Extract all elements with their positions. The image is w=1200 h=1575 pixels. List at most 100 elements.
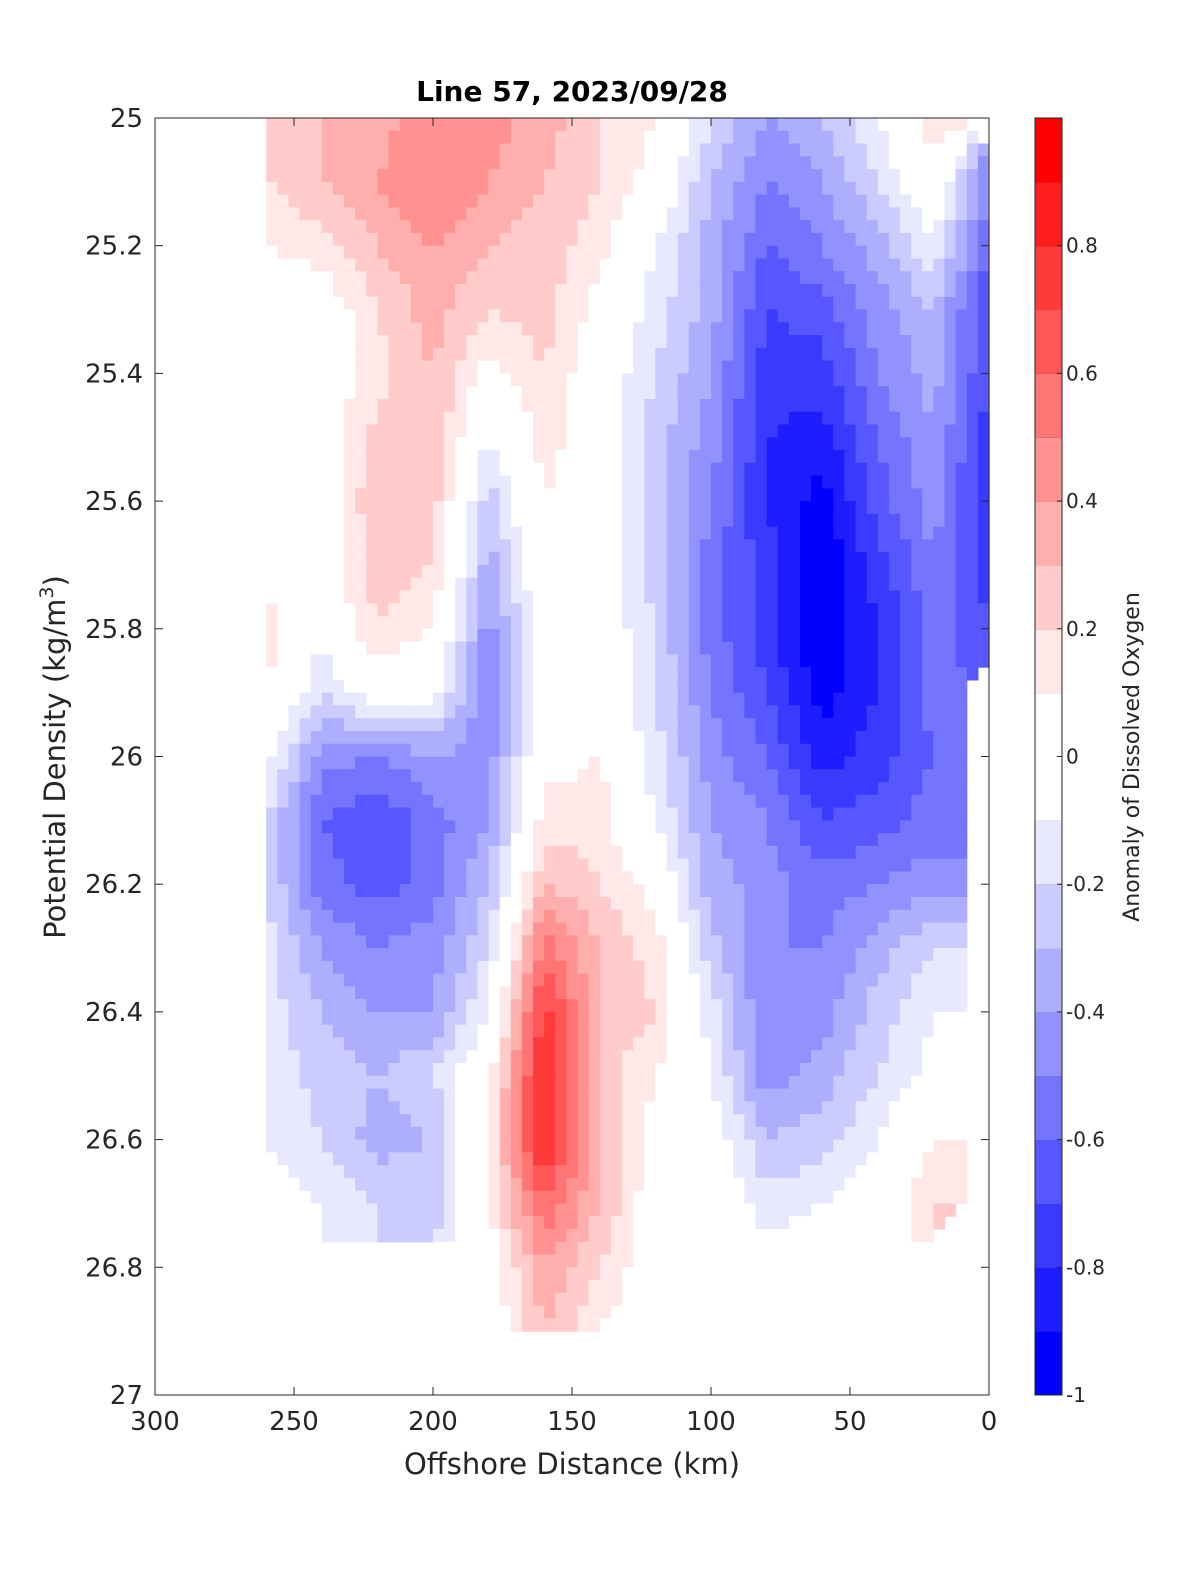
heatmap-cell [410,488,423,502]
heatmap-cell [433,322,445,336]
heatmap-cell [866,1062,879,1077]
heatmap-cell [377,667,390,681]
heatmap-cell [977,616,990,630]
heatmap-cell [711,309,723,323]
heatmap-cell [466,960,479,975]
heatmap-cell [822,730,834,745]
heatmap-cell [299,373,312,387]
heatmap-cell [533,794,545,809]
heatmap-cell [588,552,601,566]
heatmap-cell [966,156,979,170]
heatmap-cell [777,347,790,362]
heatmap-cell [644,322,656,336]
heatmap-cell [744,999,757,1013]
heatmap-cell [299,335,312,349]
heatmap-cell [588,1011,601,1026]
heatmap-cell [866,590,879,604]
heatmap-cell [599,667,612,681]
heatmap-cell [866,794,879,809]
heatmap-cell [755,794,768,809]
heatmap-cell [321,245,334,260]
heatmap-cell [377,386,390,400]
heatmap-cell [900,564,912,579]
heatmap-cell [666,488,679,502]
heatmap-cell [566,858,579,873]
heatmap-cell [900,526,912,541]
heatmap-cell [288,1126,301,1141]
heatmap-cell [521,220,534,234]
heatmap-cell [811,258,823,272]
heatmap-cell [666,526,679,541]
heatmap-cell [355,641,367,655]
heatmap-cell [433,118,445,132]
heatmap-cell [933,118,946,132]
heatmap-cell [421,807,434,821]
heatmap-cell [977,207,990,221]
heatmap-cell [744,858,757,873]
heatmap-cell [677,743,690,758]
heatmap-cell [277,411,290,426]
heatmap-cell [799,896,812,911]
heatmap-cell [911,628,923,643]
heatmap-cell [844,960,857,975]
heatmap-cell [733,909,745,924]
heatmap-cell [900,169,912,183]
heatmap-cell [444,539,456,553]
heatmap-cell [744,616,757,630]
heatmap-cell [977,373,990,387]
heatmap-cell [288,654,301,668]
heatmap-cell [410,143,423,157]
heatmap-cell [944,271,957,285]
heatmap-cell [577,1088,590,1102]
heatmap-cell [510,169,523,183]
heatmap-cell [722,539,734,553]
heatmap-cell [266,373,278,387]
heatmap-cell [888,628,901,643]
heatmap-cell [455,909,467,924]
heatmap-cell [977,181,990,196]
heatmap-cell [355,692,367,707]
heatmap-cell [488,705,501,719]
heatmap-cell [499,284,512,298]
heatmap-cell [555,948,568,962]
heatmap-cell [655,641,668,655]
heatmap-cell [377,118,390,132]
heatmap-cell [299,156,312,170]
heatmap-cell [477,654,490,668]
heatmap-cell [799,603,812,617]
heatmap-cell [588,194,601,208]
heatmap-cell [755,1050,768,1064]
heatmap-cell [666,1088,679,1102]
heatmap-cell [655,398,668,413]
heatmap-cell [977,309,990,323]
heatmap-cell [488,1050,501,1064]
heatmap-cell [399,411,412,426]
heatmap-cell [577,743,590,758]
heatmap-cell [888,220,901,234]
heatmap-cell [577,679,590,694]
heatmap-cell [833,309,846,323]
heatmap-cell [555,1114,568,1128]
heatmap-cell [310,398,323,413]
heatmap-cell [555,232,568,247]
heatmap-cell [688,603,701,617]
heatmap-cell [477,475,490,489]
heatmap-cell [622,884,634,898]
heatmap-cell [666,807,679,821]
heatmap-cell [911,692,923,707]
heatmap-cell [644,769,656,783]
heatmap-cell [321,935,334,949]
heatmap-cell [711,398,723,413]
heatmap-cell [699,143,712,157]
heatmap-cell [421,475,434,489]
heatmap-cell [321,526,334,541]
heatmap-cell [521,207,534,221]
heatmap-cell [277,884,290,898]
heatmap-cell [299,756,312,770]
heatmap-cell [655,1024,668,1039]
heatmap-cell [466,1101,479,1115]
heatmap-cell [911,973,923,987]
heatmap-cell [844,705,857,719]
heatmap-cell [877,296,890,311]
heatmap-cell [655,564,668,579]
